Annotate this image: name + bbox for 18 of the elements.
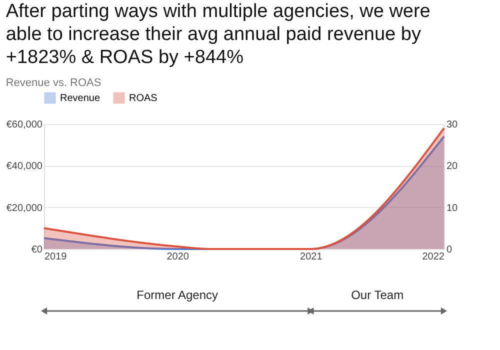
y-tick-label: €40,000	[6, 161, 43, 172]
legend-label: Revenue	[60, 93, 100, 104]
chart-subtitle: Revenue vs. ROAS	[6, 77, 102, 89]
legend-label: ROAS	[129, 93, 158, 104]
text: Former Agency	[136, 288, 218, 302]
y2-tick-label: 30	[446, 120, 458, 130]
y-tick-label: €0	[31, 244, 43, 256]
y2-tick-label: 10	[446, 202, 458, 214]
y-tick-label: €20,000	[6, 202, 43, 214]
chart-title: After parting ways with multiple agencies, we were able to increase their avg annual paid revenue by +1823% & ROAS by +844%	[6, 1, 430, 68]
text: Our Team	[351, 288, 404, 302]
y2-tick-label: 20	[446, 161, 458, 172]
y2-tick-label: 0	[446, 244, 452, 256]
x-tick-label: 2022	[422, 252, 445, 262]
x-tick-label: 2019	[44, 252, 68, 262]
x-tick-label: 2020	[166, 252, 190, 262]
x-tick-label: 2021	[300, 252, 323, 262]
y-tick-label: €60,000	[6, 120, 43, 130]
